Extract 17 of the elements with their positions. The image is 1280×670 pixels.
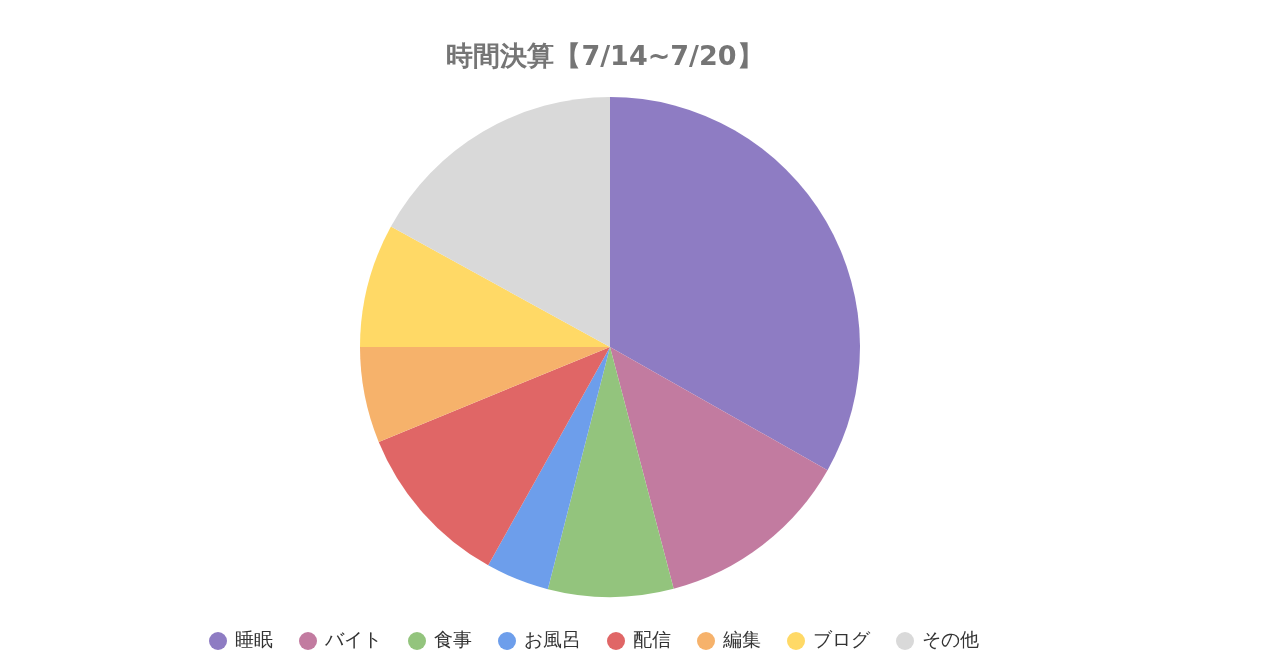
pie-slice <box>390 97 610 347</box>
legend-label: バイト <box>325 628 382 650</box>
pie-slice <box>360 226 610 347</box>
pie-slice <box>378 347 610 566</box>
pie-slice <box>610 347 828 589</box>
legend-label: ブログ <box>813 628 870 650</box>
legend-label: 配信 <box>633 628 671 650</box>
pie-slice <box>547 347 674 597</box>
legend-label: 編集 <box>723 628 761 650</box>
pie-slice <box>360 347 610 442</box>
legend-label: その他 <box>922 628 979 650</box>
legend-label: 睡眠 <box>235 628 273 650</box>
pie-slice <box>610 97 860 471</box>
legend-label: お風呂 <box>524 628 581 650</box>
pie-slice <box>488 347 610 590</box>
legend-label: 食事 <box>434 628 472 650</box>
chart-title: 時間決算【7/14~7/20】 <box>445 39 765 73</box>
